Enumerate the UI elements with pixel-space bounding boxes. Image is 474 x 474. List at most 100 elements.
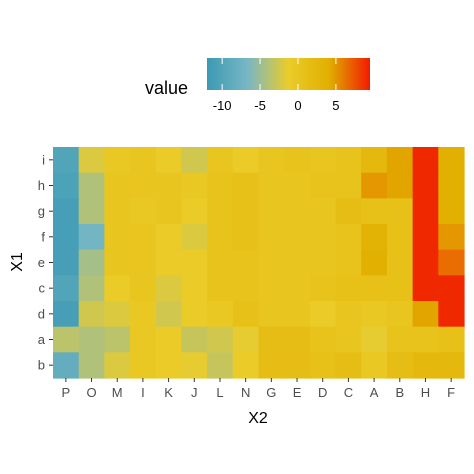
x-tick-label: F: [447, 385, 455, 400]
legend-title: value: [145, 78, 188, 98]
heatmap-cell-b-F: [438, 352, 465, 379]
x-tick-label: C: [344, 385, 353, 400]
heatmap-cell-a-C: [335, 326, 362, 353]
x-tick-label: A: [370, 385, 379, 400]
x-tick-label: J: [191, 385, 198, 400]
heatmap-cell-f-H: [412, 224, 439, 251]
y-tick-label: b: [38, 358, 45, 373]
heatmap-cell-g-O: [78, 198, 105, 225]
heatmap-cell-e-K: [155, 249, 183, 276]
legend-tick-label: -5: [254, 98, 266, 113]
heatmap-cell-e-A: [361, 249, 388, 276]
heatmap-cell-h-D: [309, 172, 337, 199]
y-tick-label: h: [38, 178, 45, 193]
heatmap-cell-i-D: [309, 147, 337, 174]
y-tick-label: d: [38, 306, 45, 321]
heatmap-cell-f-P: [53, 224, 80, 251]
heatmap-cell-c-M: [104, 275, 131, 302]
x-tick-label: L: [216, 385, 223, 400]
heatmap-cell-b-E: [284, 352, 311, 379]
heatmap-cell-g-H: [412, 198, 439, 225]
heatmap-cell-i-N: [232, 147, 260, 174]
x-tick-label: O: [86, 385, 96, 400]
x-tick-label: G: [266, 385, 276, 400]
color-legend: value -10 -5 0 5: [145, 58, 370, 113]
x-tick-label: K: [164, 385, 173, 400]
heatmap-cell-b-G: [258, 352, 285, 379]
heatmap-cell-b-H: [412, 352, 439, 379]
heatmap-cell-b-D: [309, 352, 337, 379]
heatmap-cell-c-G: [258, 275, 285, 302]
heatmap-cell-c-B: [386, 275, 414, 302]
legend-tick-label: -10: [213, 98, 232, 113]
heatmap-cell-a-K: [155, 326, 183, 353]
heatmap-cell-c-O: [78, 275, 105, 302]
legend-colorbar: [207, 58, 370, 90]
heatmap-cell-h-M: [104, 172, 131, 199]
heatmap-cell-b-M: [104, 352, 131, 379]
heatmap-cell-i-I: [130, 147, 157, 174]
heatmap-cell-d-B: [386, 301, 414, 328]
heatmap-cell-d-E: [284, 301, 311, 328]
heatmap-cell-i-G: [258, 147, 285, 174]
heatmap-cell-g-K: [155, 198, 183, 225]
heatmap-cell-c-C: [335, 275, 362, 302]
heatmap-cell-c-H: [412, 275, 439, 302]
heatmap-cell-i-K: [155, 147, 183, 174]
x-tick-label: H: [421, 385, 430, 400]
heatmap-cell-f-C: [335, 224, 362, 251]
heatmap-cell-d-F: [438, 301, 465, 328]
heatmap-cell-i-B: [386, 147, 414, 174]
heatmap-cell-b-I: [130, 352, 157, 379]
heatmap-cell-g-D: [309, 198, 337, 225]
heatmap-cell-i-H: [412, 147, 439, 174]
heatmap-cell-b-A: [361, 352, 388, 379]
heatmap-cell-h-B: [386, 172, 414, 199]
heatmap-cell-b-N: [232, 352, 260, 379]
legend-tick-label: 5: [332, 98, 339, 113]
heatmap-cell-d-L: [207, 301, 234, 328]
heatmap-cell-g-A: [361, 198, 388, 225]
heatmap-cell-d-P: [53, 301, 80, 328]
heatmap-cell-e-C: [335, 249, 362, 276]
heatmap-cell-g-M: [104, 198, 131, 225]
heatmap-cell-a-I: [130, 326, 157, 353]
heatmap-cell-b-J: [181, 352, 208, 379]
heatmap-cell-h-G: [258, 172, 285, 199]
heatmap-cell-a-H: [412, 326, 439, 353]
heatmap-cell-f-K: [155, 224, 183, 251]
heatmap-cell-f-B: [386, 224, 414, 251]
heatmap-cell-i-M: [104, 147, 131, 174]
heatmap-cell-d-M: [104, 301, 131, 328]
heatmap-cell-d-K: [155, 301, 183, 328]
heatmap-cell-d-G: [258, 301, 285, 328]
heatmap-cell-a-P: [53, 326, 80, 353]
y-tick-label: e: [38, 255, 45, 270]
x-tick-label: I: [141, 385, 145, 400]
heatmap-cell-g-I: [130, 198, 157, 225]
heatmap-cell-e-F: [438, 249, 465, 276]
x-tick-label: E: [293, 385, 302, 400]
y-tick-label: a: [38, 332, 46, 347]
heatmap-cell-f-D: [309, 224, 337, 251]
x-tick-label: M: [112, 385, 123, 400]
heatmap-cell-h-N: [232, 172, 260, 199]
heatmap-cell-c-I: [130, 275, 157, 302]
heatmap-cell-f-N: [232, 224, 260, 251]
heatmap-cell-d-O: [78, 301, 105, 328]
heatmap-cell-i-A: [361, 147, 388, 174]
heatmap-cell-h-H: [412, 172, 439, 199]
heatmap-cell-c-L: [207, 275, 234, 302]
heatmap-cell-g-E: [284, 198, 311, 225]
heatmap-cell-d-I: [130, 301, 157, 328]
heatmap-cell-b-O: [78, 352, 105, 379]
heatmap-cell-f-L: [207, 224, 234, 251]
heatmap-cell-c-A: [361, 275, 388, 302]
heatmap-cell-h-I: [130, 172, 157, 199]
heatmap-cell-a-D: [309, 326, 337, 353]
heatmap-cells: [53, 147, 465, 379]
x-tick-label: D: [318, 385, 327, 400]
heatmap-cell-i-O: [78, 147, 105, 174]
